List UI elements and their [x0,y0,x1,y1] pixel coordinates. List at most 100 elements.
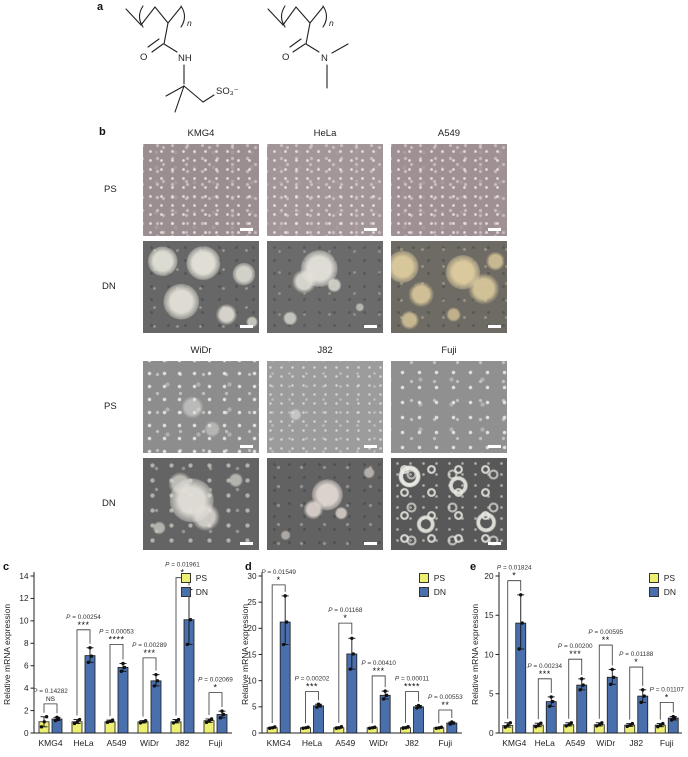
y-tick-label: 0 [252,729,257,738]
y-tick-label: 6 [24,662,29,671]
data-point [110,718,115,722]
chemical-structures: n O NH SO₃⁻ n O N [125,5,349,113]
sig-bracket [405,691,419,723]
micrograph-j82-dn [267,458,383,550]
data-point [138,721,143,725]
p-value: P = 0.00202 [295,676,330,683]
data-point [221,712,226,717]
legend-row-dn: DN [648,587,676,597]
scale-bar [488,325,501,328]
data-point [204,720,209,725]
data-point [284,620,289,624]
y-tick-label: 5 [252,703,257,712]
polymer-pamps-structure: n O NH SO₃⁻ [125,5,239,113]
data-point [75,720,80,724]
legend-label-ps: PS [433,573,446,583]
x-tick-Fuji: Fuji [438,738,452,748]
sig-bracket [507,580,522,719]
scale-bar [488,445,501,448]
legend-row-ps: PS [648,573,676,583]
data-point [155,679,160,683]
bar-HeLa-dn [313,705,324,734]
data-point [44,715,49,719]
p-value: P = 0.00254 [66,614,101,621]
data-point [154,672,158,677]
data-point [519,593,523,597]
data-point [39,725,44,729]
y-axis-label: Relative mRNA expression [470,604,480,705]
legend: PS DN [648,573,676,597]
panel-c-chart: c 0 2 4 6 8 10 12 14 Relative mRNA expression NS P… [0,560,238,752]
y-tick-label: 5 [489,690,494,699]
legend-row-dn: DN [180,587,208,597]
data-point [567,723,571,727]
data-point [547,704,552,709]
legend-label-dn: DN [433,587,446,597]
data-point [671,714,675,719]
data-point [267,726,272,730]
data-point [122,665,127,670]
bar-A549-dn [576,684,588,734]
data-point [641,688,645,692]
data-point [612,675,616,679]
p-value: P = 0.01168 [328,607,363,614]
p-value: P = 0.00053 [99,628,134,635]
data-point [578,688,582,692]
data-point [450,720,454,724]
sig-bracket [371,675,386,724]
oxygen-label-right: O [282,52,289,63]
data-point [539,721,543,725]
data-point [661,721,665,726]
bar-WiDr-dn [606,676,618,734]
data-point [503,725,507,729]
sig-bracket [208,692,223,715]
data-point [669,718,674,722]
data-point [381,697,386,701]
sig-stars: *** [77,620,89,630]
sig-bracket [76,629,91,716]
data-point [549,695,553,699]
data-point [642,694,646,698]
nitrogen-label: N [321,53,328,64]
data-point [315,705,319,709]
data-point [316,702,321,706]
x-tick-J82: J82 [405,738,419,748]
x-tick-A549: A549 [335,738,355,748]
data-point [517,647,521,651]
data-point [564,724,568,728]
y-tick-label: 10 [247,676,257,685]
data-point [86,660,91,665]
data-point [520,621,524,625]
data-point [77,717,82,722]
sig-stars: **** [108,634,124,644]
sig-stars: * [512,571,516,581]
data-point [569,721,574,725]
panel-label-e: e [470,561,477,573]
data-point [334,726,339,730]
sig-bracket [109,644,124,717]
sig-stars: * [277,575,281,585]
data-point [384,693,389,698]
y-tick-label: 25 [247,598,257,607]
legend: PS DN [418,573,446,597]
scale-bar [240,228,253,231]
x-tick-HeLa: HeLa [535,738,556,748]
x-tick-WiDr: WiDr [140,738,159,748]
bar-HeLa-dn [84,655,96,734]
legend-row-dn: DN [418,587,446,597]
p-value: P = 0.00234 [527,663,562,670]
y-tick-label: 20 [247,624,257,633]
data-point [348,667,352,671]
sig-stars: *** [143,648,155,658]
scale-bar [364,228,377,231]
data-point [367,726,372,730]
y-tick-label: 10 [19,617,29,626]
sig-bracket [568,658,583,719]
sig-bracket [142,657,157,717]
sig-stars: *** [569,649,581,659]
p-value: P = 0.00011 [395,676,430,683]
data-point [639,700,643,705]
column-headers: WiDr J82 Fuji [143,345,688,358]
bar-WiDr-dn [150,680,162,734]
p-value: P = 0.00595 [588,629,623,636]
